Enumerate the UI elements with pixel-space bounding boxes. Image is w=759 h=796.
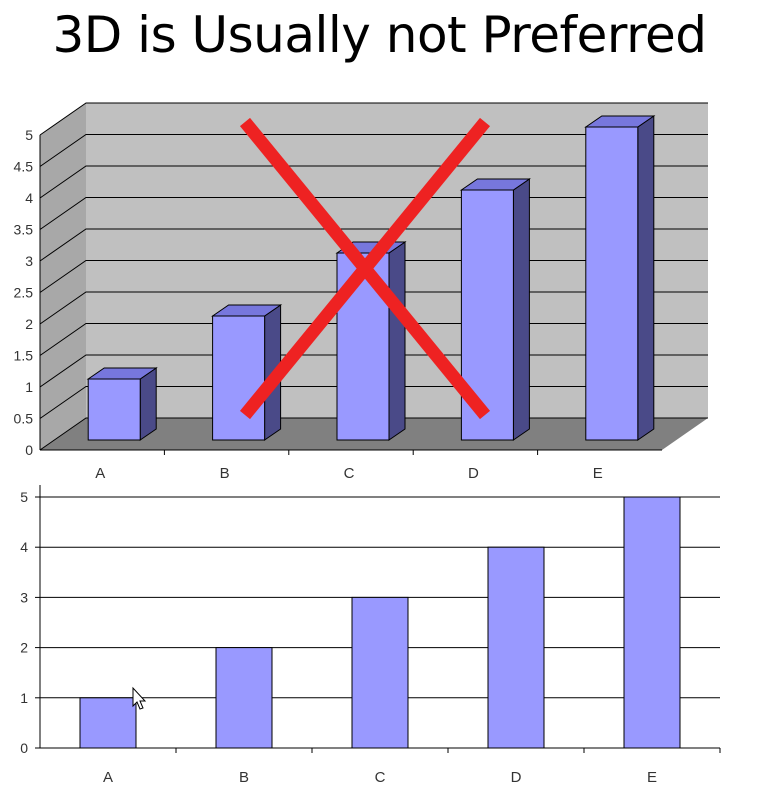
category-label: B	[220, 465, 230, 482]
gridline	[39, 134, 708, 167]
y-tick-label: 1	[20, 690, 28, 706]
bar	[623, 496, 681, 749]
gridline	[39, 102, 708, 136]
bar	[487, 546, 545, 749]
y-tick-label: 3	[20, 589, 28, 605]
bar-3d	[86, 367, 158, 441]
gridline	[39, 165, 708, 199]
bar	[79, 697, 137, 749]
bar-front	[87, 378, 141, 441]
y-tick-label: 2.5	[14, 285, 34, 301]
bar-front	[212, 315, 266, 441]
y-tick-label: 4	[25, 190, 33, 206]
y-tick-label: 5	[20, 489, 28, 505]
y-tick-label: 3.5	[14, 222, 34, 238]
chart-3d-y-tick-labels: 0 0.5 1 1.5 2 2.5 3 3.5 4 4.5 5	[14, 127, 34, 458]
y-tick-label: 2	[25, 316, 33, 332]
y-tick-label: 0	[20, 740, 28, 756]
category-label: D	[511, 769, 522, 786]
category-label: A	[103, 769, 113, 786]
y-tick-label: 0	[25, 442, 33, 458]
y-tick-label: 4	[20, 539, 28, 555]
cross-out-mark	[239, 117, 491, 420]
category-label: D	[468, 465, 479, 482]
chart-2d-category-labels: A B C D E	[103, 769, 657, 786]
category-label: C	[375, 769, 386, 786]
y-tick-label: 2	[20, 640, 28, 656]
cursor-arrow	[132, 686, 147, 710]
bar-3d	[459, 178, 532, 441]
category-label: B	[239, 769, 249, 786]
bar	[215, 647, 273, 749]
y-tick-label: 4.5	[14, 159, 34, 175]
chart-3d-category-labels: A B C D E	[95, 465, 603, 482]
category-label: E	[593, 465, 603, 482]
category-label: C	[344, 465, 355, 482]
chart-2d-y-tick-labels: 0 1 2 3 4 5	[20, 489, 28, 756]
bar-front	[585, 126, 639, 441]
y-tick-label: 1	[25, 379, 33, 395]
category-label: E	[647, 769, 657, 786]
chart-3d-axes	[39, 135, 662, 455]
slide-title: 3D is Usually not Preferred	[52, 6, 707, 64]
chart-2d-bars	[79, 496, 681, 749]
y-tick-label: 5	[25, 127, 33, 143]
mouse-cursor-icon	[132, 686, 147, 710]
bar	[351, 596, 409, 749]
bar-3d	[584, 115, 656, 441]
category-label: A	[95, 465, 105, 482]
cross-stroke	[239, 117, 491, 420]
y-tick-label: 1.5	[14, 348, 34, 364]
y-tick-label: 3	[25, 253, 33, 269]
y-tick-label: 0.5	[14, 411, 34, 427]
